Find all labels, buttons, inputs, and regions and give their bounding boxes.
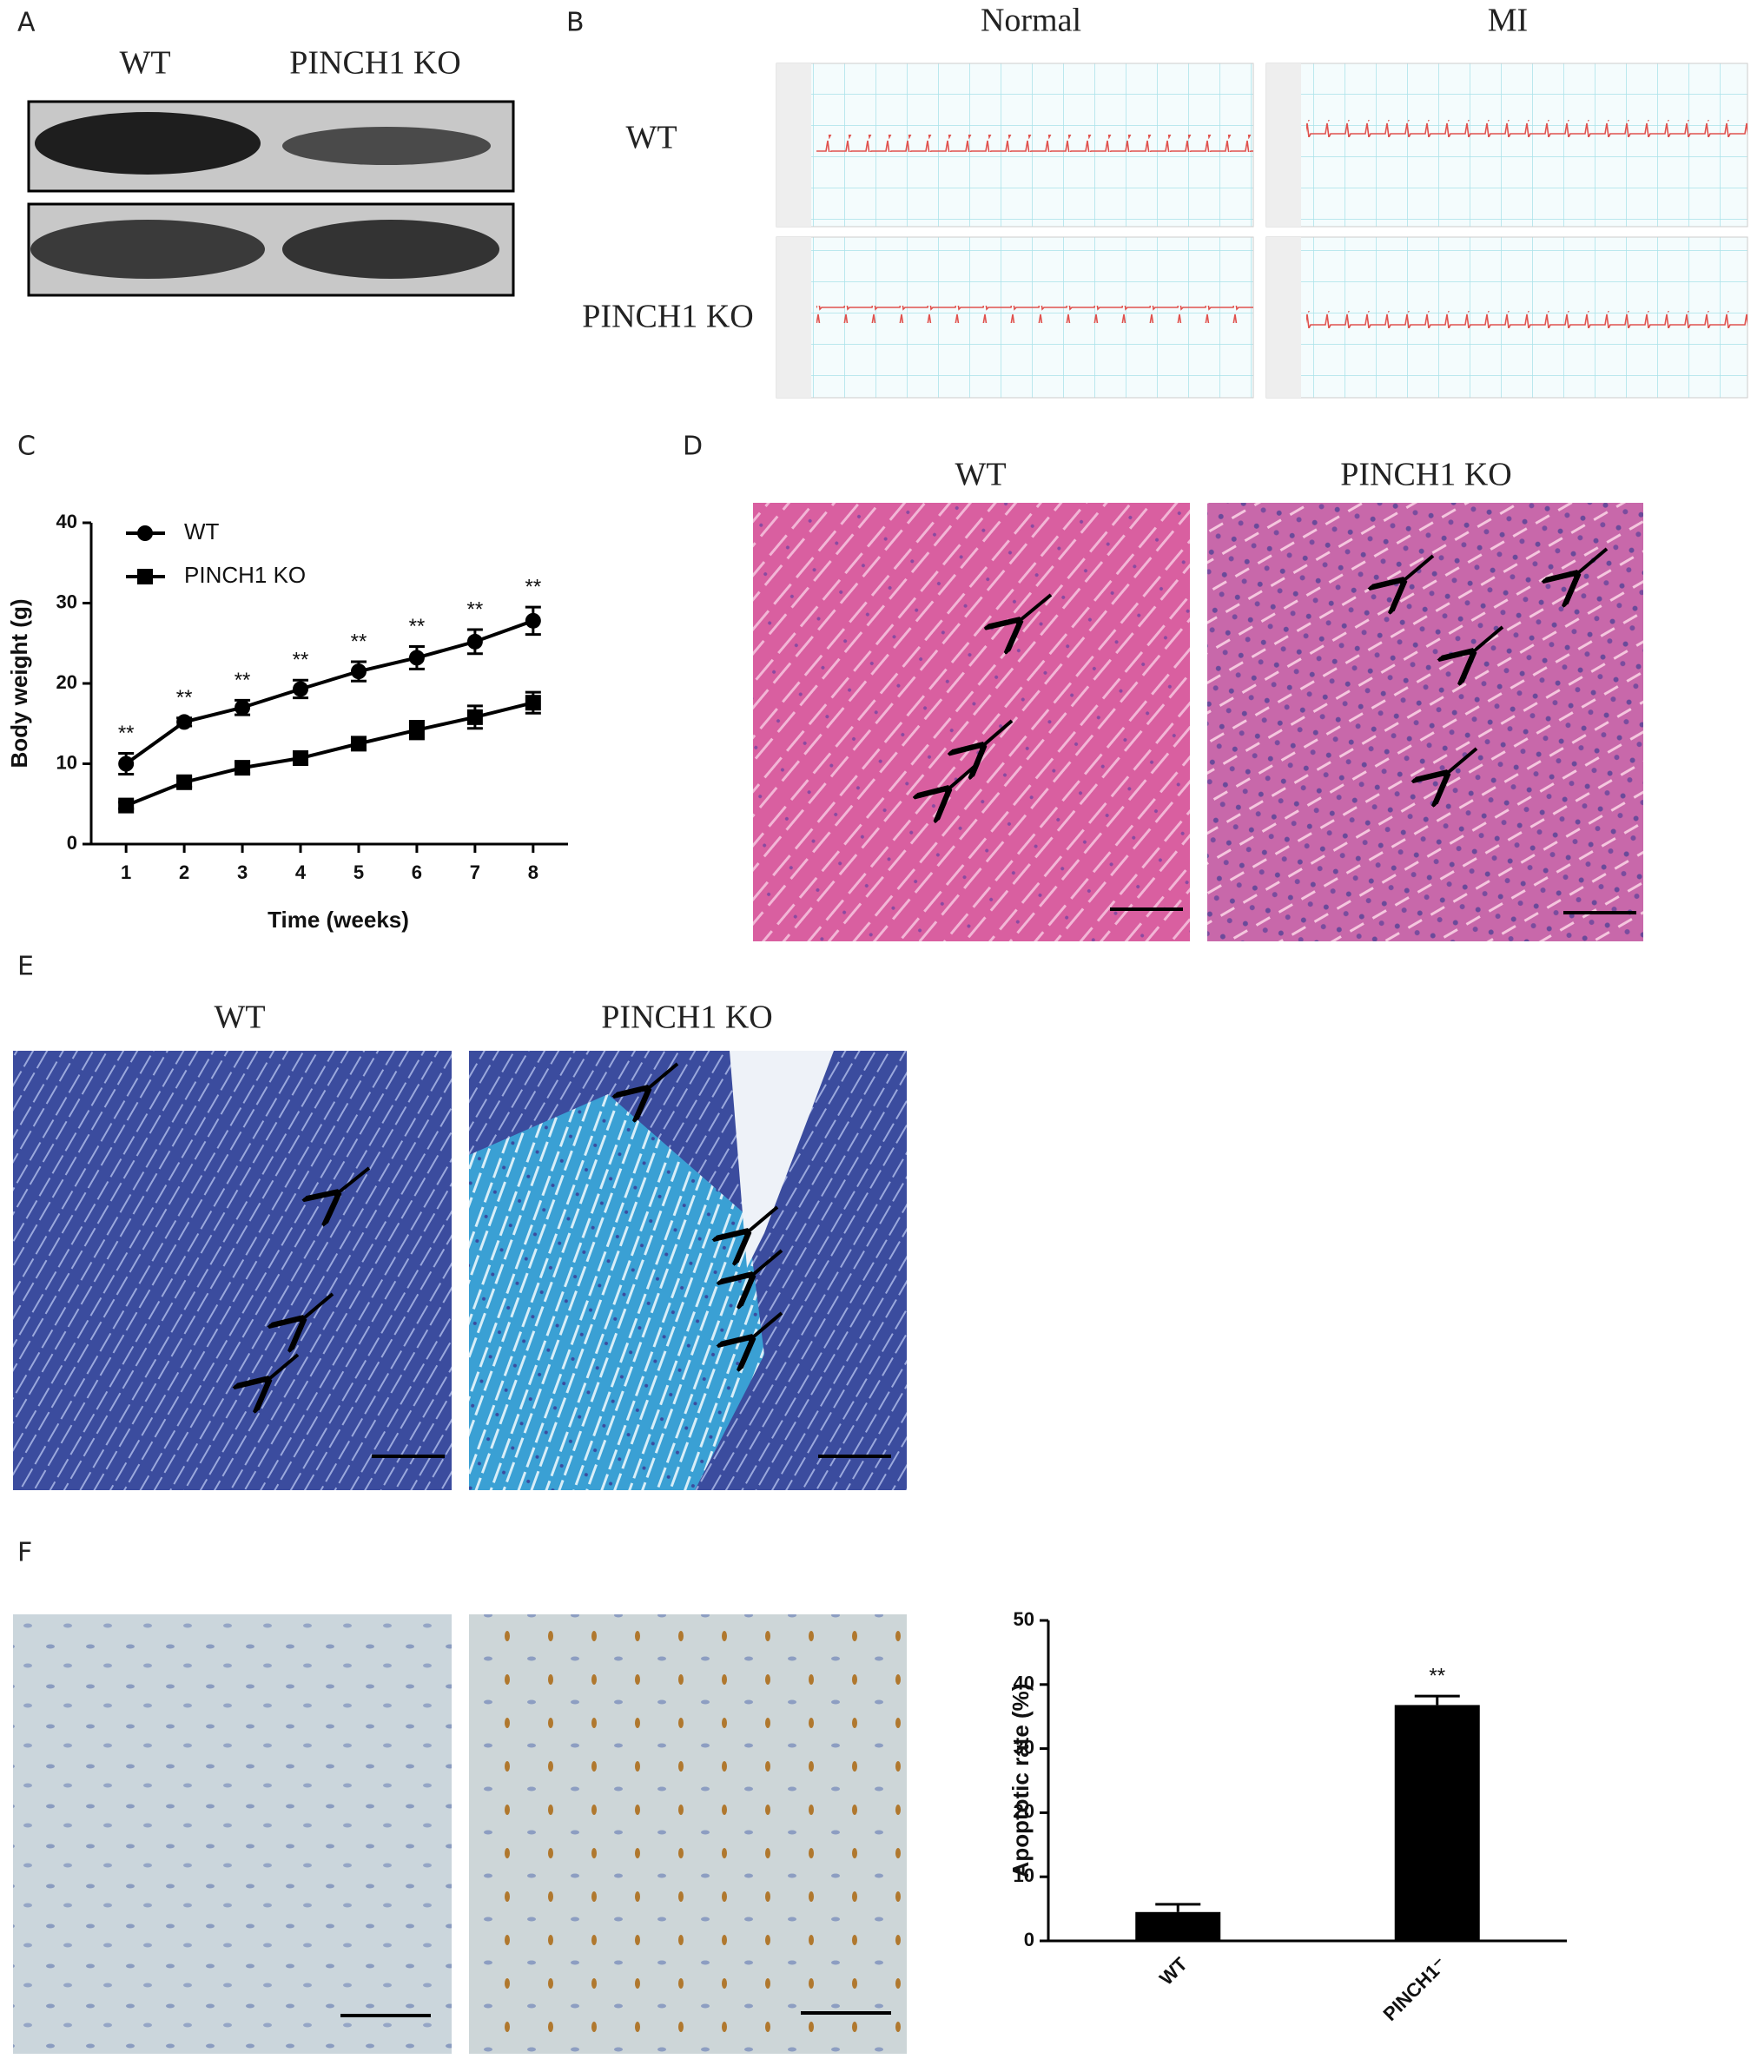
masson-images	[13, 1051, 907, 1490]
significance: **	[176, 686, 193, 709]
panel-label: E	[17, 952, 34, 982]
y-tick-label: 10	[56, 751, 77, 773]
x-axis-label: Time (weeks)	[268, 907, 409, 933]
significance: **	[235, 669, 251, 692]
ecg-row: WT	[625, 120, 677, 156]
marker	[466, 709, 483, 725]
marker	[525, 612, 541, 629]
significance: **	[1429, 1664, 1445, 1687]
significance: **	[351, 630, 367, 653]
tunel-images	[13, 1614, 907, 2054]
y-tick-label: 20	[56, 671, 77, 693]
ecg-row: PINCH1 KO	[582, 299, 753, 335]
marker	[176, 714, 193, 730]
error-bar	[1155, 1903, 1201, 1912]
x-tick-label: 6	[412, 861, 422, 883]
image-label: PINCH1 KO	[1340, 457, 1511, 493]
panel-label: C	[17, 432, 36, 462]
series-line	[125, 701, 534, 808]
blot	[27, 100, 515, 297]
legend-label: WT	[184, 518, 220, 544]
significance: **	[409, 615, 426, 638]
x-tick-label: 7	[470, 861, 480, 883]
bar	[1394, 1705, 1480, 1941]
y-tick-label: 40	[1014, 1673, 1034, 1694]
significance: **	[467, 597, 484, 621]
x-tick-label: 1	[121, 861, 131, 883]
panel-label: B	[566, 8, 585, 38]
marker	[118, 797, 135, 814]
he-images	[753, 503, 1643, 941]
bar	[1135, 1911, 1221, 1941]
marker	[235, 699, 251, 716]
marker	[408, 722, 425, 738]
x-tick-label: 4	[295, 861, 307, 883]
marker	[350, 736, 367, 752]
y-tick-label: 30	[1014, 1736, 1034, 1758]
significance: **	[118, 722, 135, 745]
y-tick-label: 50	[1014, 1608, 1034, 1630]
image-label: WT	[214, 1000, 265, 1036]
significance: **	[293, 649, 309, 672]
marker	[235, 760, 251, 776]
marker	[118, 756, 135, 772]
panel-label: A	[17, 8, 36, 38]
marker	[137, 525, 153, 541]
y-tick-label: 0	[67, 832, 77, 854]
y-tick-label: 10	[1014, 1864, 1034, 1886]
marker	[408, 650, 425, 666]
x-tick-label: 3	[237, 861, 248, 883]
marker	[176, 774, 193, 790]
x-tick-label: PINCH1⁻	[1378, 1953, 1450, 2025]
marker	[293, 750, 309, 767]
y-axis-label: Body weight (g)	[6, 599, 32, 769]
image-label: PINCH1 KO	[601, 1000, 772, 1036]
y-tick-label: 30	[56, 591, 77, 612]
panel-label: F	[17, 1538, 32, 1568]
panel-label: D	[683, 432, 703, 462]
blot-label: WT	[119, 45, 170, 82]
marker	[466, 633, 483, 650]
x-tick-label: 8	[528, 861, 538, 883]
y-tick-label: 40	[56, 511, 77, 532]
x-tick-label: 2	[179, 861, 189, 883]
blot-label: PINCH1 KO	[289, 45, 460, 82]
marker	[350, 663, 367, 680]
ecg-traces	[776, 63, 1748, 399]
ecg-column: Normal	[981, 3, 1081, 39]
significance: **	[525, 575, 541, 598]
y-tick-label: 20	[1014, 1800, 1034, 1822]
y-tick-label: 0	[1024, 1929, 1034, 1950]
x-tick-label: 5	[353, 861, 364, 883]
ecg-column: MI	[1488, 3, 1528, 39]
legend-label: PINCH1 KO	[184, 562, 306, 588]
image-label: WT	[955, 457, 1006, 493]
marker	[137, 569, 153, 584]
y-axis-label: Apoptotic rate (%)	[1008, 1684, 1034, 1878]
error-bar	[1414, 1694, 1460, 1706]
marker	[293, 681, 309, 697]
marker	[525, 695, 541, 711]
series-line	[125, 618, 534, 766]
x-tick-label: WT	[1155, 1953, 1192, 1990]
